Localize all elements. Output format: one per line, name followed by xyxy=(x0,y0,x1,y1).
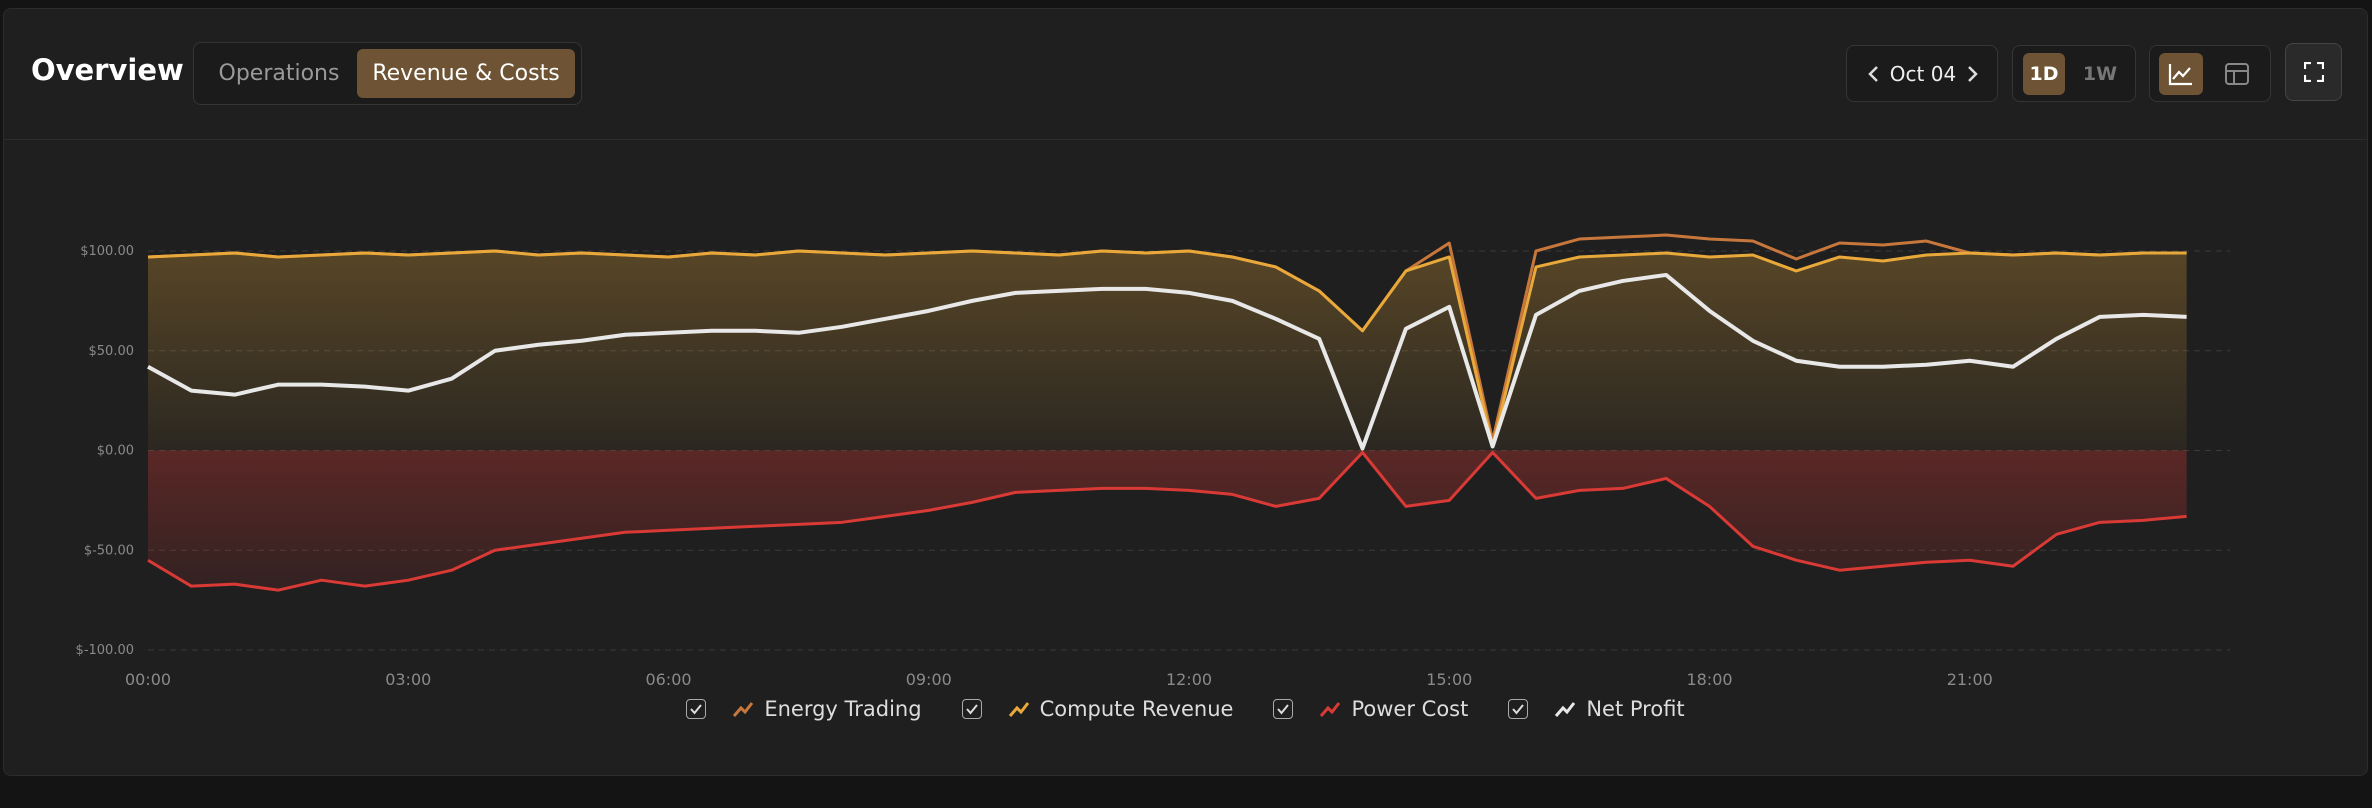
x-tick-label: 12:00 xyxy=(1166,670,1212,689)
legend-item[interactable]: Energy Trading xyxy=(686,697,922,721)
header: Overview Operations Revenue & Costs Oct … xyxy=(4,9,2367,140)
series-line xyxy=(147,249,2187,449)
chart-view[interactable] xyxy=(2159,53,2203,95)
y-tick-label: $50.00 xyxy=(89,344,135,359)
legend-label: Power Cost xyxy=(1351,697,1469,721)
x-tick-label: 09:00 xyxy=(906,670,952,689)
area xyxy=(148,450,2187,591)
title: Overview xyxy=(31,53,184,87)
legend-icon xyxy=(1320,702,1341,717)
legend-icon xyxy=(1008,702,1029,717)
prev[interactable] xyxy=(1867,65,1881,83)
panel: Overview Operations Revenue & Costs Oct … xyxy=(3,8,2368,776)
legend-item[interactable]: Power Cost xyxy=(1273,697,1468,721)
tab[interactable]: Operations xyxy=(218,61,340,86)
series-line xyxy=(147,272,2187,451)
range[interactable]: 1W xyxy=(2082,63,2118,85)
next[interactable] xyxy=(1965,65,1979,83)
y-tick-label: $100.00 xyxy=(80,244,134,259)
checkbox[interactable] xyxy=(1273,699,1294,719)
view-group xyxy=(2149,45,2271,102)
x-tick-label: 18:00 xyxy=(1686,670,1732,689)
y-tick-label: $0.00 xyxy=(97,444,134,459)
y-tick-label: $-100.00 xyxy=(76,643,134,658)
x-tick-label: 15:00 xyxy=(1426,670,1472,689)
series-line xyxy=(147,450,2187,592)
legend-label: Energy Trading xyxy=(764,697,922,721)
checkbox[interactable] xyxy=(686,699,707,719)
legend-item[interactable]: Compute Revenue xyxy=(961,697,1234,721)
legend-icon xyxy=(733,702,754,717)
legend-label: Compute Revenue xyxy=(1039,697,1234,721)
table-view[interactable] xyxy=(2215,53,2259,95)
x-tick-label: 00:00 xyxy=(125,670,171,689)
date-nav: Oct 04 xyxy=(1846,45,1998,102)
legend-item[interactable]: Net Profit xyxy=(1508,697,1685,721)
chart: $100.00 $50.00 $0.00 $-50.00 $-100.00 00:00 03… xyxy=(76,233,2230,689)
legend-label: Net Profit xyxy=(1586,697,1685,721)
y-tick-label: $-50.00 xyxy=(84,543,134,558)
tab-group: Operations Revenue & Costs xyxy=(193,42,582,105)
date[interactable]: Oct 04 xyxy=(1889,61,1957,86)
tab-active[interactable]: Revenue & Costs xyxy=(357,49,575,98)
area xyxy=(148,251,2187,451)
x-tick-label: 06:00 xyxy=(645,670,691,689)
legend: Energy Trading Compute Revenue Power Cost N… xyxy=(4,697,2367,721)
fullscreen[interactable] xyxy=(2285,43,2342,101)
x-tick-label: 03:00 xyxy=(385,670,431,689)
checkbox[interactable] xyxy=(1508,699,1529,719)
legend-icon xyxy=(1555,702,1576,717)
range[interactable]: 1D xyxy=(2023,53,2065,95)
x-tick-label: 21:00 xyxy=(1947,670,1993,689)
checkbox[interactable] xyxy=(961,699,982,719)
range-group: 1D 1W xyxy=(2012,45,2136,102)
